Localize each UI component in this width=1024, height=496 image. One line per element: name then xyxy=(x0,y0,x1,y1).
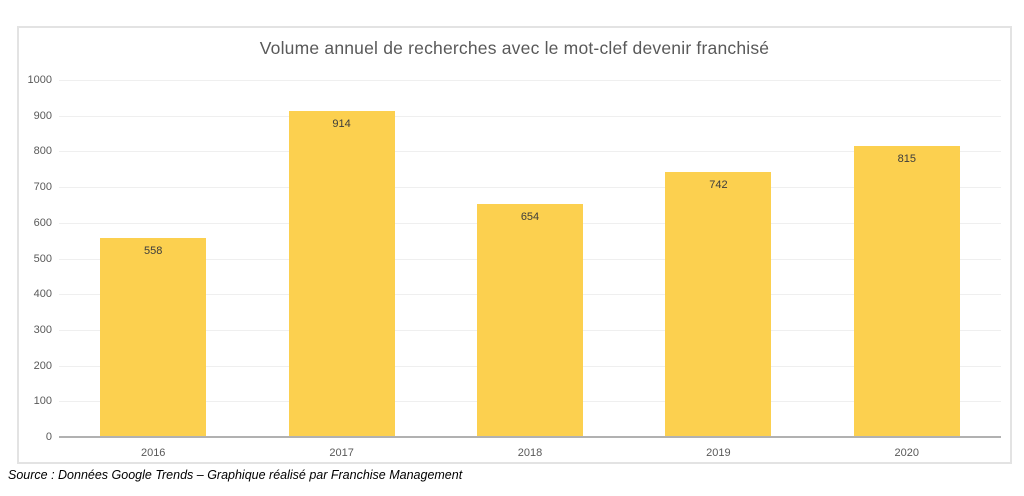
x-tick-label-2016: 2016 xyxy=(140,447,166,459)
y-tick-label-900: 900 xyxy=(33,110,52,122)
bar-2017: 914 xyxy=(288,111,395,437)
y-tick-label-1000: 1000 xyxy=(27,74,52,86)
gridline-900 xyxy=(59,115,1001,117)
source-caption: Source : Données Google Trends – Graphiq… xyxy=(8,468,463,482)
bar-2019: 742 xyxy=(665,172,772,437)
bar-value-label-2020: 815 xyxy=(897,153,916,165)
y-tick-label-500: 500 xyxy=(33,253,52,265)
gridline-1000 xyxy=(59,79,1001,81)
bar-value-label-2018: 654 xyxy=(520,211,540,223)
x-tick-label-2019: 2019 xyxy=(706,447,731,459)
y-tick-label-700: 700 xyxy=(33,181,52,193)
y-tick-label-200: 200 xyxy=(33,360,52,372)
bar-2020: 815 xyxy=(853,146,960,437)
x-tick-label-2017: 2017 xyxy=(329,447,354,459)
y-tick-label-300: 300 xyxy=(33,324,52,336)
bar-value-label-2017: 914 xyxy=(332,118,351,130)
y-tick-label-400: 400 xyxy=(33,288,52,300)
plot-area: 0 100 200 300 400 500 600 700 800 900 1000 558 2016 9… xyxy=(28,74,1001,459)
y-tick-label-800: 800 xyxy=(33,145,52,157)
y-tick-label-0: 0 xyxy=(45,431,52,443)
bar-value-label-2019: 742 xyxy=(709,179,728,191)
bar-2018: 654 xyxy=(477,204,583,437)
bar-2016: 558 xyxy=(100,238,207,437)
x-tick-label-2018: 2018 xyxy=(517,447,543,459)
x-tick-label-2020: 2020 xyxy=(894,447,920,459)
y-tick-label-100: 100 xyxy=(33,395,52,407)
bar-value-label-2016: 558 xyxy=(144,245,163,257)
x-axis-line xyxy=(59,436,1001,438)
y-tick-label-600: 600 xyxy=(33,217,52,229)
gridline-800 xyxy=(59,150,1001,152)
chart-title: Volume annuel de recherches avec le mot-… xyxy=(259,38,770,58)
gridline-700 xyxy=(59,186,1001,188)
chart-frame: Volume annuel de recherches avec le mot-… xyxy=(17,26,1012,464)
